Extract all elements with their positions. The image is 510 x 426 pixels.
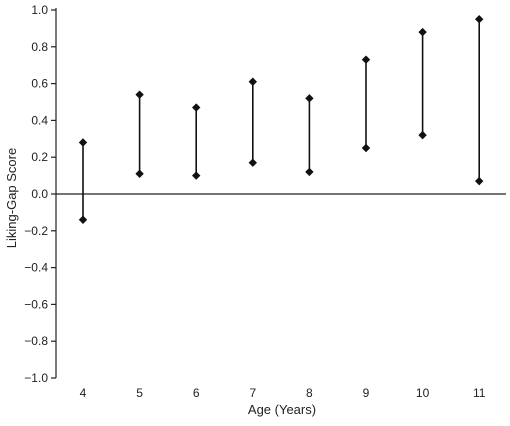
y-axis-title: Liking-Gap Score xyxy=(4,148,19,248)
x-tick-label: 5 xyxy=(136,386,143,400)
x-axis: 4 5 6 7 8 9 10 11 xyxy=(80,386,486,400)
range-low-marker xyxy=(248,158,257,167)
range-high-marker xyxy=(305,94,314,103)
range-group xyxy=(305,94,314,177)
range-low-marker xyxy=(135,169,144,178)
range-high-marker xyxy=(361,55,371,64)
range-low-marker xyxy=(418,130,427,140)
range-low-marker xyxy=(305,167,314,177)
range-group xyxy=(418,27,427,140)
y-tick-label: −0.2 xyxy=(24,224,48,238)
range-group xyxy=(135,90,144,178)
y-tick-label: −0.6 xyxy=(24,297,48,311)
x-tick-label: 6 xyxy=(193,386,200,400)
range-high-marker xyxy=(418,27,427,37)
y-tick-label: 0.0 xyxy=(31,187,48,201)
range-low-marker xyxy=(475,176,484,186)
x-axis-title: Age (Years) xyxy=(248,402,316,417)
range-high-marker xyxy=(78,138,88,147)
range-high-marker xyxy=(192,103,201,112)
y-tick-label: −1.0 xyxy=(24,371,48,385)
x-tick-label: 11 xyxy=(473,386,486,400)
y-tick-label: 1.0 xyxy=(31,3,48,17)
y-tick-label: −0.8 xyxy=(24,334,48,348)
range-high-marker xyxy=(248,77,257,86)
y-tick-label: −0.4 xyxy=(24,261,48,275)
range-series xyxy=(78,15,484,224)
range-low-marker xyxy=(78,215,88,224)
y-tick-label: 0.8 xyxy=(31,40,48,54)
x-tick-label: 10 xyxy=(416,386,430,400)
x-tick-label: 4 xyxy=(80,386,87,400)
range-group xyxy=(248,77,257,167)
range-low-marker xyxy=(192,171,201,180)
range-high-marker xyxy=(135,90,144,99)
x-tick-label: 7 xyxy=(249,386,256,400)
x-tick-label: 8 xyxy=(306,386,313,400)
y-tick-label: 0.4 xyxy=(31,113,48,127)
range-group xyxy=(361,55,371,153)
y-axis: 1.0 0.8 0.6 0.4 0.2 0.0 −0.2 −0.4 −0.6 −0.8 −1.0 xyxy=(24,3,57,385)
y-tick-label: 0.6 xyxy=(31,77,48,91)
range-high-marker xyxy=(475,15,484,24)
range-low-marker xyxy=(361,143,371,153)
x-tick-label: 9 xyxy=(363,386,370,400)
range-group xyxy=(475,15,484,186)
range-group xyxy=(78,138,88,224)
y-tick-label: 0.2 xyxy=(31,150,48,164)
range-group xyxy=(192,103,201,180)
